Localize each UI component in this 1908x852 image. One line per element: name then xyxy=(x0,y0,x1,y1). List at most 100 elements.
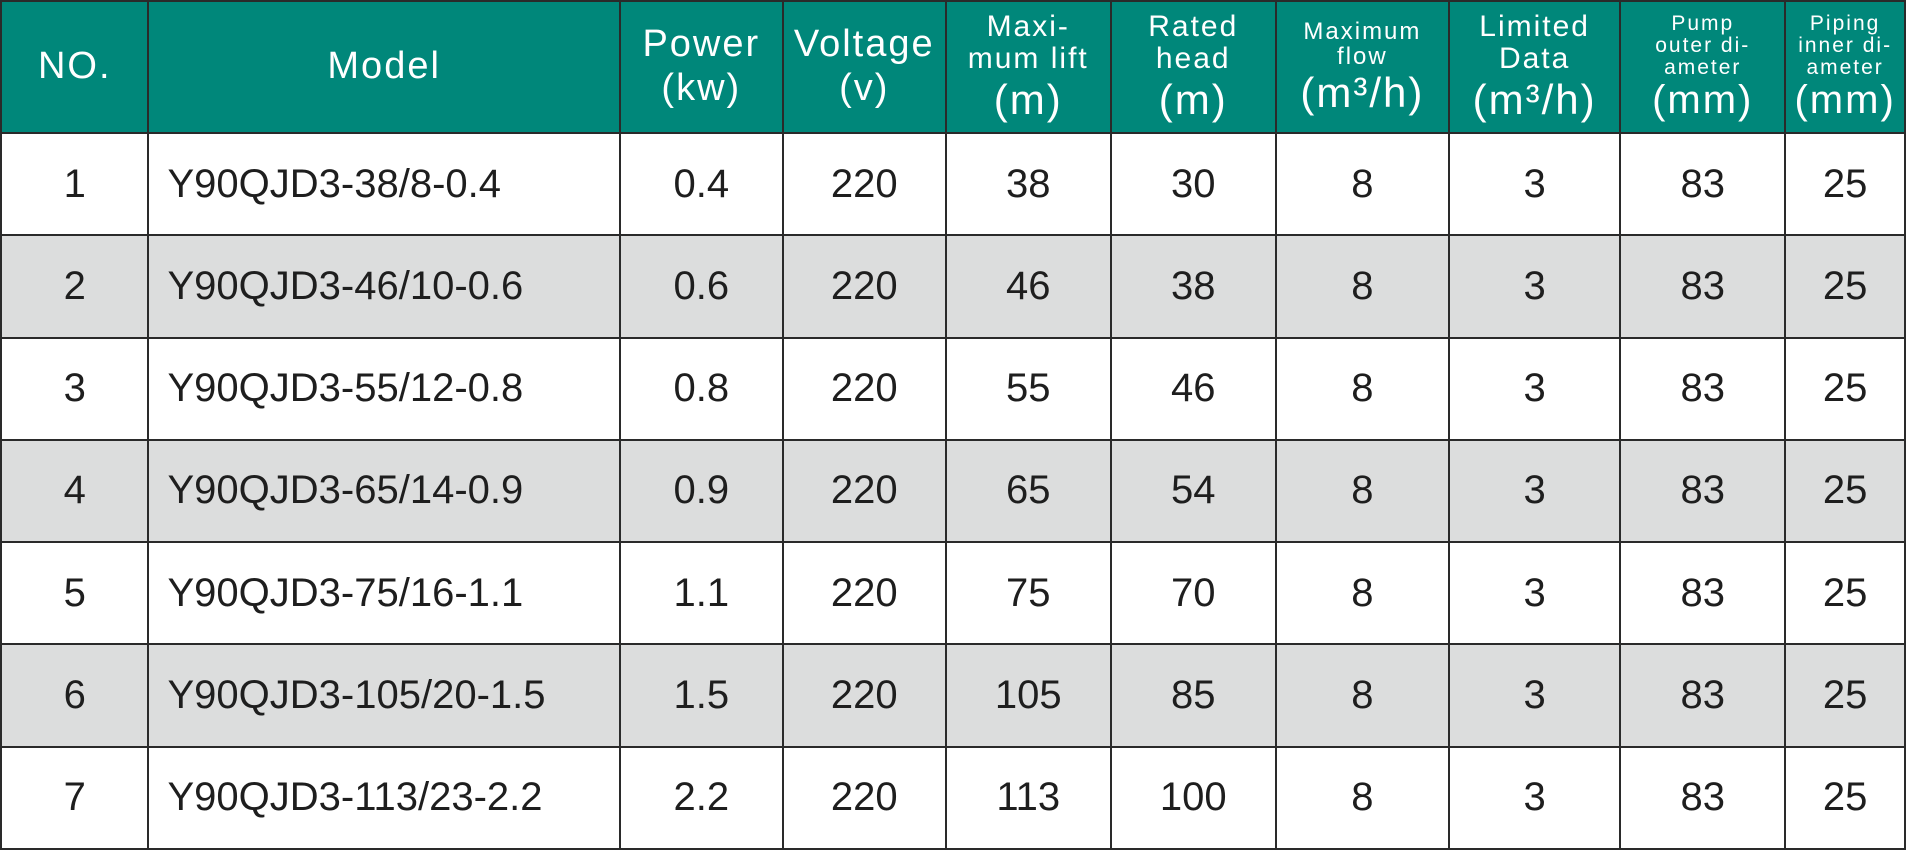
table-body: 1 Y90QJD3-38/8-0.4 0.4 220 38 30 8 3 83 25 2 Y90QJD… xyxy=(0,131,1906,851)
cell-max-lift: 65 xyxy=(944,438,1112,544)
cell-voltage: 220 xyxy=(781,438,947,544)
cell-pump-outer-diameter: 83 xyxy=(1619,336,1787,441)
cell-no: 5 xyxy=(0,541,150,646)
cell-voltage: 220 xyxy=(781,131,947,237)
cell-model: Y90QJD3-55/12-0.8 xyxy=(147,336,621,441)
header-piping-inner-diameter: Piping inner di-ameter (mm) xyxy=(1784,0,1906,134)
cell-no: 6 xyxy=(0,643,150,748)
cell-limited-data: 3 xyxy=(1448,438,1622,544)
cell-no: 3 xyxy=(0,336,150,441)
cell-power: 0.4 xyxy=(618,131,784,237)
header-pump-outer-diameter-unit: (mm) xyxy=(1652,78,1754,123)
header-max-lift-unit: (m) xyxy=(993,76,1063,124)
header-max-flow: Maximum flow (m³/h) xyxy=(1274,0,1451,134)
header-model: Model xyxy=(147,0,621,134)
cell-rated-head: 100 xyxy=(1109,745,1277,851)
table-row: 1 Y90QJD3-38/8-0.4 0.4 220 38 30 8 3 83 25 xyxy=(0,131,1906,237)
cell-max-lift: 55 xyxy=(944,336,1112,441)
cell-model: Y90QJD3-75/16-1.1 xyxy=(147,541,621,646)
cell-power: 1.1 xyxy=(618,541,784,646)
header-max-flow-unit: (m³/h) xyxy=(1300,69,1425,117)
header-power-unit: (kw) xyxy=(661,67,742,109)
cell-limited-data: 3 xyxy=(1448,131,1622,237)
cell-rated-head: 38 xyxy=(1109,234,1277,339)
cell-piping-inner-diameter: 25 xyxy=(1784,131,1906,237)
cell-max-lift: 38 xyxy=(944,131,1112,237)
table-row: 2 Y90QJD3-46/10-0.6 0.6 220 46 38 8 3 83 25 xyxy=(0,234,1906,339)
cell-piping-inner-diameter: 25 xyxy=(1784,745,1906,851)
cell-pump-outer-diameter: 83 xyxy=(1619,234,1787,339)
cell-max-flow: 8 xyxy=(1274,336,1451,441)
cell-no: 2 xyxy=(0,234,150,339)
cell-max-flow: 8 xyxy=(1274,745,1451,851)
cell-power: 2.2 xyxy=(618,745,784,851)
cell-model: Y90QJD3-113/23-2.2 xyxy=(147,745,621,851)
header-max-lift-label: Maxi-mum lift xyxy=(967,10,1089,75)
cell-model: Y90QJD3-105/20-1.5 xyxy=(147,643,621,748)
cell-no: 7 xyxy=(0,745,150,851)
cell-pump-outer-diameter: 83 xyxy=(1619,541,1787,646)
cell-limited-data: 3 xyxy=(1448,541,1622,646)
table-row: 4 Y90QJD3-65/14-0.9 0.9 220 65 54 8 3 83 25 xyxy=(0,438,1906,544)
header-max-flow-label: Maximum flow xyxy=(1303,17,1422,70)
header-limited-data: Limited Data (m³/h) xyxy=(1448,0,1622,134)
table-row: 7 Y90QJD3-113/23-2.2 2.2 220 113 100 8 3 83 25 xyxy=(0,745,1906,851)
cell-power: 0.9 xyxy=(618,438,784,544)
cell-rated-head: 30 xyxy=(1109,131,1277,237)
cell-max-lift: 113 xyxy=(944,745,1112,851)
table-row: 5 Y90QJD3-75/16-1.1 1.1 220 75 70 8 3 83 25 xyxy=(0,541,1906,646)
cell-pump-outer-diameter: 83 xyxy=(1619,131,1787,237)
header-rated-head-label: Rated head xyxy=(1148,10,1239,75)
header-max-lift: Maxi-mum lift (m) xyxy=(944,0,1112,134)
header-piping-inner-diameter-label: Piping inner di-ameter xyxy=(1798,11,1893,80)
header-limited-data-unit: (m³/h) xyxy=(1472,76,1597,124)
cell-pump-outer-diameter: 83 xyxy=(1619,745,1787,851)
cell-max-flow: 8 xyxy=(1274,541,1451,646)
cell-power: 0.6 xyxy=(618,234,784,339)
cell-voltage: 220 xyxy=(781,745,947,851)
cell-max-lift: 46 xyxy=(944,234,1112,339)
cell-no: 4 xyxy=(0,438,150,544)
cell-rated-head: 54 xyxy=(1109,438,1277,544)
header-pump-outer-diameter-label: Pump outer di-ameter xyxy=(1655,11,1751,80)
cell-piping-inner-diameter: 25 xyxy=(1784,643,1906,748)
cell-rated-head: 46 xyxy=(1109,336,1277,441)
header-model-label: Model xyxy=(327,45,441,88)
header-row: NO. Model Power (kw) Voltage (v) Maxi-mu… xyxy=(0,0,1906,134)
cell-max-flow: 8 xyxy=(1274,438,1451,544)
header-voltage-label: Voltage xyxy=(793,23,935,66)
cell-voltage: 220 xyxy=(781,643,947,748)
cell-max-lift: 75 xyxy=(944,541,1112,646)
cell-voltage: 220 xyxy=(781,234,947,339)
cell-piping-inner-diameter: 25 xyxy=(1784,336,1906,441)
cell-voltage: 220 xyxy=(781,336,947,441)
cell-limited-data: 3 xyxy=(1448,234,1622,339)
header-voltage: Voltage (v) xyxy=(781,0,947,134)
cell-max-lift: 105 xyxy=(944,643,1112,748)
header-no-label: NO. xyxy=(37,45,112,88)
cell-model: Y90QJD3-46/10-0.6 xyxy=(147,234,621,339)
cell-power: 0.8 xyxy=(618,336,784,441)
cell-power: 1.5 xyxy=(618,643,784,748)
cell-limited-data: 3 xyxy=(1448,745,1622,851)
cell-piping-inner-diameter: 25 xyxy=(1784,234,1906,339)
header-power-label: Power xyxy=(642,23,761,66)
cell-limited-data: 3 xyxy=(1448,336,1622,441)
header-rated-head-unit: (m) xyxy=(1158,76,1228,124)
cell-no: 1 xyxy=(0,131,150,237)
cell-piping-inner-diameter: 25 xyxy=(1784,541,1906,646)
header-limited-data-label: Limited Data xyxy=(1479,10,1590,75)
cell-limited-data: 3 xyxy=(1448,643,1622,748)
table-row: 6 Y90QJD3-105/20-1.5 1.5 220 105 85 8 3 83 25 xyxy=(0,643,1906,748)
cell-max-flow: 8 xyxy=(1274,131,1451,237)
cell-voltage: 220 xyxy=(781,541,947,646)
cell-pump-outer-diameter: 83 xyxy=(1619,643,1787,748)
cell-piping-inner-diameter: 25 xyxy=(1784,438,1906,544)
header-piping-inner-diameter-unit: (mm) xyxy=(1794,78,1896,123)
header-no: NO. xyxy=(0,0,150,134)
cell-rated-head: 85 xyxy=(1109,643,1277,748)
cell-model: Y90QJD3-65/14-0.9 xyxy=(147,438,621,544)
table-row: 3 Y90QJD3-55/12-0.8 0.8 220 55 46 8 3 83 25 xyxy=(0,336,1906,441)
cell-model: Y90QJD3-38/8-0.4 xyxy=(147,131,621,237)
